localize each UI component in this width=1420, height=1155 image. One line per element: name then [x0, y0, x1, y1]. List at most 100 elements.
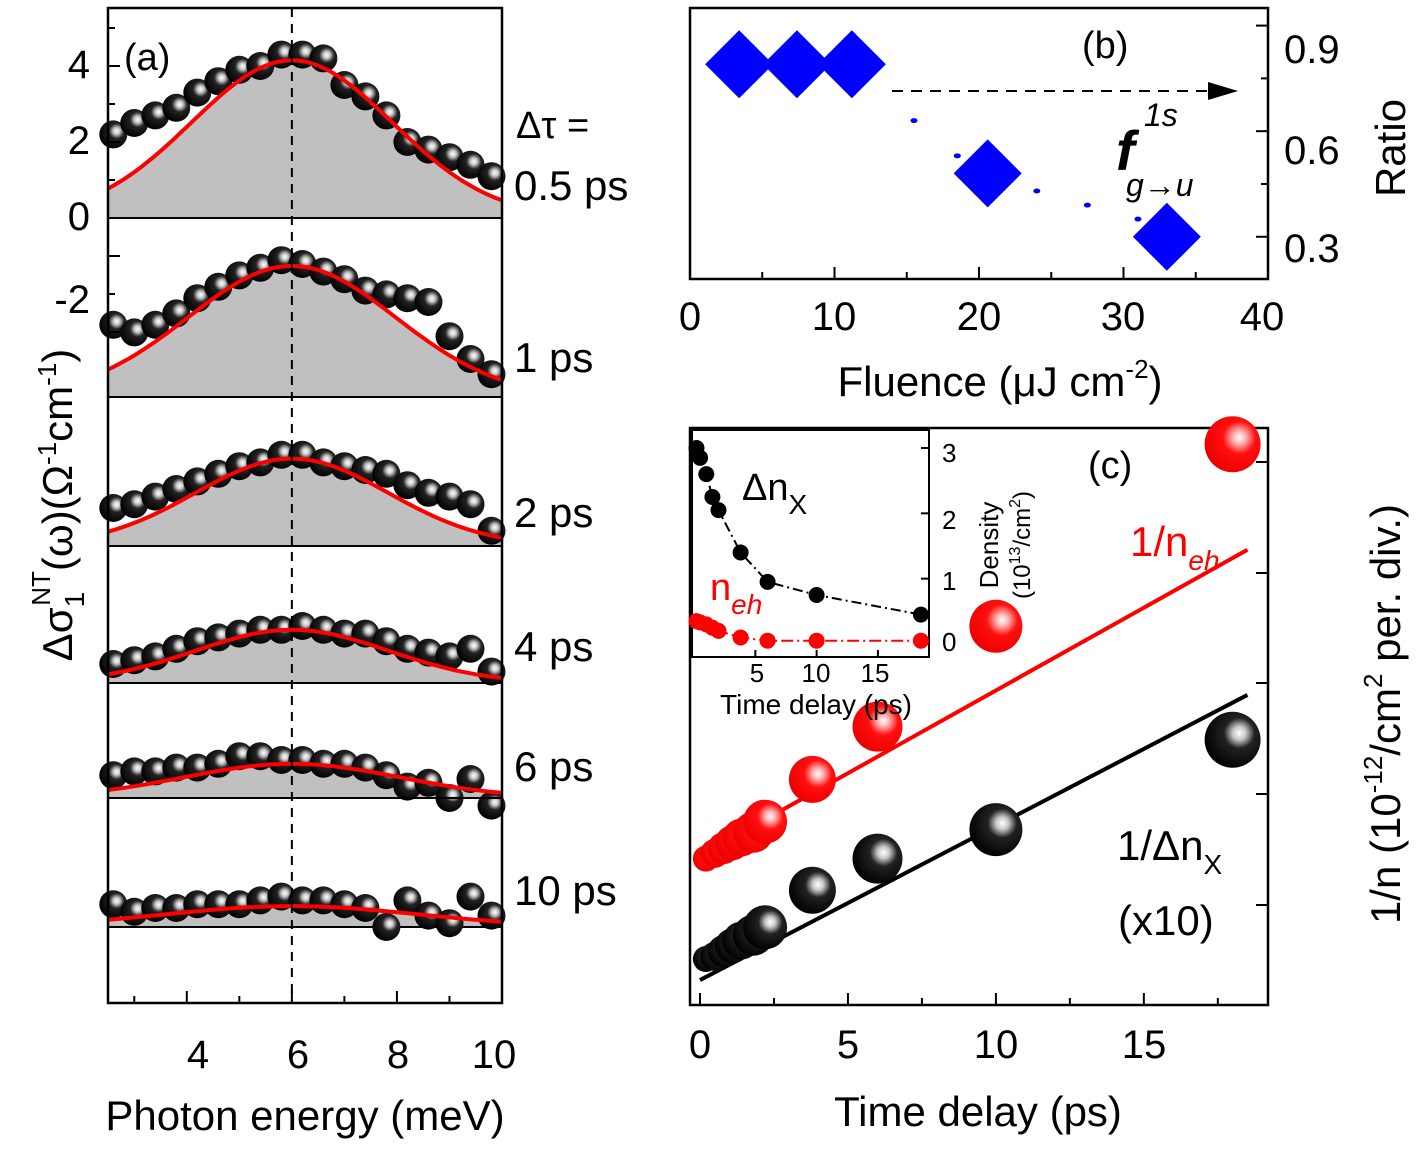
inset-series-black-label: ΔnX	[742, 467, 808, 520]
trace-0-point-14	[393, 128, 422, 156]
trace-1-point-2	[141, 310, 170, 339]
trace-4-point-6	[225, 742, 254, 771]
delay-label-2: 2 ps	[514, 489, 593, 536]
trace-2-point-5	[204, 459, 233, 488]
trace-1-point-14	[393, 284, 422, 313]
panel-a-ytick-2: 4	[68, 43, 90, 87]
trace-1-point-17	[456, 345, 485, 373]
trace-0-point-4	[183, 78, 212, 107]
series-1-point-9	[969, 803, 1023, 857]
panel-a-xtick-0: 4	[187, 1033, 209, 1077]
inset-ticks	[754, 447, 929, 657]
series-red-name: 1/n	[1130, 518, 1188, 565]
annotation-sup: 1s	[1144, 97, 1178, 133]
ratio-point-1	[762, 30, 831, 99]
inset-xtick-0: 5	[750, 658, 764, 688]
trace-4-point-12	[351, 753, 380, 782]
trace-2-point-14	[393, 471, 422, 500]
trace-fill-1	[108, 265, 502, 397]
trace-fit-0	[107, 58, 503, 203]
trace-0-point-18	[477, 162, 506, 191]
series-red-label: 1/neh	[1130, 518, 1220, 576]
trace-1-point-9	[288, 250, 317, 278]
panel-b-ticks	[689, 24, 1269, 279]
trace-3-point-17	[456, 634, 485, 663]
inset-series-0-point-2	[698, 466, 715, 483]
trace-fit-4	[107, 761, 503, 795]
trace-4-point-2	[141, 757, 170, 786]
trace-0-point-16	[435, 143, 464, 172]
series-0-point-6	[743, 799, 788, 844]
xlabel-b-close: )	[1149, 358, 1163, 405]
trace-2-point-17	[456, 490, 485, 519]
inset-xtick-2: 15	[861, 658, 890, 688]
trace-1-point-16	[435, 322, 464, 351]
trace-3-point-16	[435, 642, 464, 671]
panel-c-xtick-3: 15	[1122, 1023, 1167, 1067]
ylabel-c-sup2: 2	[1358, 674, 1388, 688]
trace-1-point-6	[225, 261, 254, 290]
panel-a-xtick-2: 8	[387, 1033, 409, 1077]
panel-b: (b) f 1s g→u 0 10 20 30 40 0.3 0.6 0.9 F…	[679, 6, 1414, 405]
trace-3-point-7	[246, 615, 275, 644]
series-black-sub: X	[1203, 849, 1222, 880]
panel-b-ytick-1: 0.6	[1284, 129, 1340, 173]
inset-series-0-point-1	[692, 449, 709, 466]
panel-c-ticks	[699, 461, 1268, 1005]
panel-c-ylabel: 1/n (10-12/cm2 per. div.)	[1358, 504, 1409, 924]
panel-a-ytick-1: 2	[68, 119, 90, 163]
ylabel-a-sup3: -1	[32, 363, 62, 386]
inset-ytick-3: 3	[942, 438, 956, 468]
trace-5-point-11	[330, 890, 359, 919]
inset-series-1-point-4	[710, 622, 727, 639]
inset-ytick-0: 0	[942, 627, 956, 657]
trace-0-point-0	[99, 120, 128, 149]
inset-xlabel: Time delay (ps)	[720, 689, 912, 720]
trace-2-point-13	[372, 459, 401, 488]
trace-2-point-1	[120, 490, 149, 519]
series-0-point-7	[788, 755, 836, 803]
panel-b-arrowhead	[1208, 82, 1238, 100]
trace-1-point-1	[120, 318, 149, 347]
trace-4-point-17	[456, 765, 485, 793]
inset-ylabel-b-close: )	[1009, 491, 1036, 499]
trace-2-point-0	[99, 494, 128, 522]
inset-frame	[691, 429, 930, 658]
inset-series-0-point-7	[808, 587, 825, 603]
trace-4-point-3	[162, 753, 191, 782]
panel-b-xtick-2: 20	[957, 295, 1002, 339]
series-1-point-7	[788, 866, 836, 914]
ratio-point-3	[953, 139, 1022, 208]
series-1-point-6	[743, 905, 788, 950]
fit-dot-0	[910, 118, 918, 124]
trace-5-point-14	[393, 886, 422, 915]
ratio-point-2	[817, 30, 886, 99]
trace-0-point-17	[456, 150, 485, 179]
trace-0-point-3	[162, 93, 191, 122]
xlabel-b-sup: -2	[1125, 354, 1148, 384]
panel-b-xtick-4: 40	[1240, 295, 1285, 339]
trace-fit-1	[107, 263, 503, 382]
panel-b-xtick-1: 10	[812, 295, 857, 339]
ylabel-c-main: 1/n (10	[1362, 793, 1409, 924]
fit-line-0	[699, 548, 1249, 858]
panel-c-label: (c)	[1088, 445, 1132, 487]
inset-xtick-1: 10	[802, 658, 831, 688]
trace-1-point-0	[99, 310, 128, 339]
delay-label-3: 4 ps	[514, 623, 593, 670]
delay-label-5: 10 ps	[514, 867, 617, 914]
trace-4-point-0	[99, 761, 128, 790]
series-black-note: (x10)	[1118, 897, 1214, 944]
panel-a-ylabel: Δσ1NT(ω)(Ω-1cm-1)	[26, 349, 90, 662]
series-0-point-8	[852, 701, 903, 752]
trace-2-point-2	[141, 482, 170, 511]
panel-c-points	[692, 416, 1261, 972]
panel-b-label: (b)	[1082, 25, 1128, 67]
xlabel-b-main: Fluence (μJ cm	[837, 358, 1125, 405]
panel-a-ticks	[108, 27, 503, 1003]
trace-5-point-13	[372, 913, 401, 941]
trace-fill-3	[108, 629, 502, 683]
panel-c-xlabel: Time delay (ps)	[834, 1088, 1122, 1135]
inset-ylabel-b-main: (10	[1009, 564, 1036, 599]
trace-0-point-15	[414, 135, 443, 164]
